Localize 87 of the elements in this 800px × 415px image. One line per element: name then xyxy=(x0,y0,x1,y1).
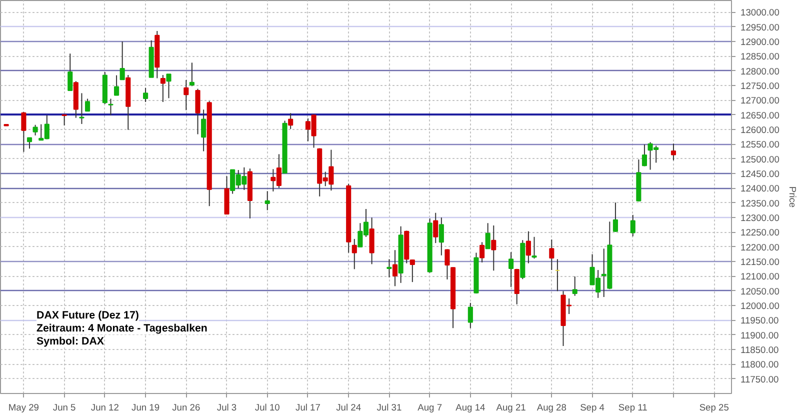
y-tick-label: 11800.00 xyxy=(740,360,779,370)
y-tick-label: 12400.00 xyxy=(740,184,780,194)
x-tick-label: Jun 5 xyxy=(52,402,76,412)
candlestick xyxy=(114,74,120,96)
candlestick xyxy=(21,111,26,152)
candlestick xyxy=(444,248,450,280)
x-tick-label: Aug 21 xyxy=(496,402,526,412)
x-tick-label: Sep 25 xyxy=(699,402,729,412)
y-tick-label: 12350.00 xyxy=(740,198,780,208)
candlestick xyxy=(438,217,444,256)
candlestick xyxy=(26,137,32,150)
y-tick-label: 12100.00 xyxy=(740,272,780,282)
x-tick-label: Jun 12 xyxy=(90,402,119,412)
x-tick-label: Aug 7 xyxy=(418,402,442,412)
y-tick-label: 12000.00 xyxy=(740,301,780,312)
y-tick-label: 13000.00 xyxy=(740,8,780,18)
x-tick-label: May 29 xyxy=(8,402,40,412)
candlestick xyxy=(160,74,166,102)
x-tick-label: Jul 17 xyxy=(296,402,320,412)
y-tick-label: 12200.00 xyxy=(740,242,780,252)
candlestick xyxy=(630,214,636,237)
y-tick-label: 12250.00 xyxy=(740,228,780,238)
y-tick-label: 12650.00 xyxy=(740,110,780,120)
annotation: DAX Future (Dez 17) xyxy=(36,310,140,322)
candlestick xyxy=(166,74,172,99)
candlestick xyxy=(642,144,648,167)
y-tick-label: 11850.00 xyxy=(740,345,779,356)
candlestick xyxy=(264,190,270,211)
y-tick-label: 11950.00 xyxy=(740,316,779,326)
candlestick xyxy=(410,258,415,283)
x-tick-label: Sep 4 xyxy=(580,402,604,412)
y-tick-label: 11900.00 xyxy=(740,330,779,340)
candlestick xyxy=(184,79,189,111)
y-tick-label: 12700.00 xyxy=(740,96,780,106)
candlestick xyxy=(201,109,206,152)
candlestick xyxy=(108,98,114,116)
x-tick-label: Jun 26 xyxy=(172,402,200,412)
candlestick xyxy=(468,302,473,329)
candlestick xyxy=(532,236,537,260)
y-tick-label: 11750.00 xyxy=(740,374,779,384)
y-tick-label: 12550.00 xyxy=(740,140,780,150)
y-tick-label: 12300.00 xyxy=(740,213,780,224)
y-tick-label: 12050.00 xyxy=(740,286,780,296)
y-tick-label: 12950.00 xyxy=(740,22,780,32)
candlestick xyxy=(549,239,554,271)
annotation: Zeitraum: 4 Monate - Tagesbalken xyxy=(36,322,208,334)
candlestick xyxy=(352,238,357,270)
y-tick-label: 12850.00 xyxy=(740,52,780,62)
x-tick-label: Aug 28 xyxy=(536,402,566,412)
x-tick-label: Jul 24 xyxy=(336,402,362,412)
candlestick xyxy=(386,258,392,278)
candlestick xyxy=(433,212,438,244)
y-tick-label: 12150.00 xyxy=(740,257,780,268)
candlestick xyxy=(68,53,73,92)
candlestick xyxy=(32,124,38,136)
x-tick-label: Jul 3 xyxy=(216,402,237,412)
candlestick xyxy=(392,250,398,287)
x-tick-label: Jul 31 xyxy=(376,402,402,412)
x-tick-label: Sep 11 xyxy=(618,402,648,412)
y-tick-label: 12600.00 xyxy=(740,125,780,136)
candlestick xyxy=(572,276,578,296)
candlestick xyxy=(189,62,194,87)
candlestick xyxy=(508,252,514,288)
candlestick xyxy=(288,112,294,130)
y-tick-label: 12800.00 xyxy=(740,66,780,76)
candlestick xyxy=(369,217,374,265)
candlestick xyxy=(526,230,531,264)
candlestick xyxy=(612,202,618,232)
x-tick-label: Jun 19 xyxy=(132,402,160,412)
candlestick xyxy=(79,92,84,124)
candlestick xyxy=(480,242,485,263)
y-tick-label: 12450.00 xyxy=(740,169,780,180)
candlestick xyxy=(120,41,125,80)
x-tick-label: Jul 10 xyxy=(254,402,280,412)
y-tick-label: 12900.00 xyxy=(740,37,780,48)
annotation: Symbol: DAX xyxy=(36,336,105,348)
candlestick xyxy=(485,222,490,250)
y-tick-label: 12750.00 xyxy=(740,81,780,92)
x-tick-label: Aug 14 xyxy=(456,402,486,412)
y-tick-label: 12500.00 xyxy=(740,154,780,164)
y-axis-title: Price xyxy=(787,186,798,208)
candlestick xyxy=(84,98,90,112)
candlestick xyxy=(143,87,148,102)
candlestick xyxy=(62,114,67,126)
candlestick xyxy=(491,224,496,272)
candlestick xyxy=(195,88,200,135)
candlestick xyxy=(670,143,676,161)
